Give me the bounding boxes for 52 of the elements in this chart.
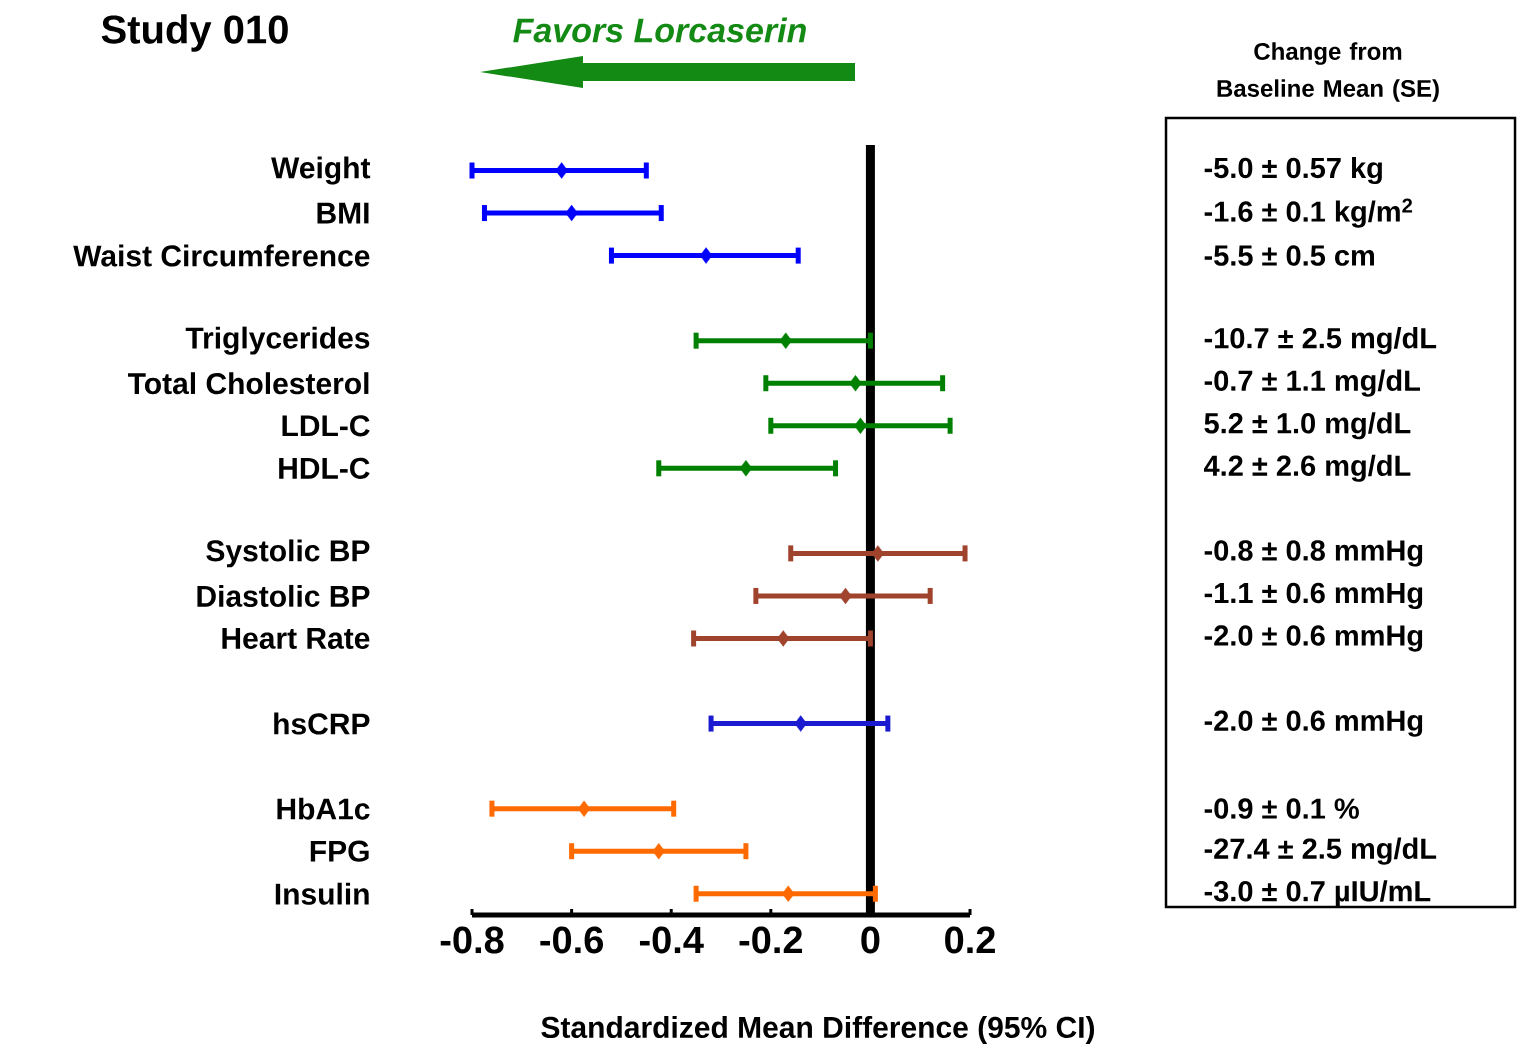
text: -5.0 ± 0.57 kg [1204, 156, 1382, 185]
text: -0.7 ± 1.1 mg/dL [1204, 369, 1420, 397]
y-tick-label: LDL-C [282, 415, 370, 437]
point [652, 842, 665, 860]
point [779, 332, 792, 349]
x-tick-label: -0.2 [739, 926, 803, 954]
x-tick-label: 0 [861, 926, 880, 954]
point [794, 715, 807, 732]
chart-title: Study 010 [101, 14, 288, 52]
text: -3.0 ± 0.7 µIU/mL [1204, 880, 1431, 908]
point [577, 800, 591, 817]
y-tick-label: FPG [310, 840, 369, 862]
text: -1.6 ± 0.1 kg/m$^{2}$ [1204, 198, 1413, 228]
point [739, 460, 753, 477]
y-tick-label: Diastolic BP [197, 584, 370, 607]
text: 5.2 ± 1.0 mg/dL [1204, 412, 1411, 440]
point [777, 630, 790, 647]
point [782, 885, 795, 902]
point [555, 162, 568, 179]
x-tick-label: -0.4 [639, 926, 704, 954]
y-tick-label: HDL-C [279, 457, 370, 479]
point [565, 204, 578, 222]
y-tick-label: Waist Circumference [73, 244, 370, 267]
y-tick-label: hsCRP [274, 712, 370, 735]
text: 4.2 ± 2.6 mg/dL [1203, 454, 1411, 482]
x-tick-label: -0.6 [540, 926, 603, 954]
text: Change from Baseline Mean (SE) [1217, 42, 1439, 102]
text: -2.0 ± 0.6 mmHg [1204, 625, 1423, 652]
x-tick-label: -0.8 [440, 926, 504, 954]
text: -5.5 ± 0.5 cm [1204, 245, 1374, 266]
y-tick-label: Weight [271, 156, 371, 185]
text: -27.4 ± 2.5 mg/dL [1204, 837, 1437, 865]
point [871, 545, 885, 562]
point [699, 247, 713, 264]
y-tick-label: Insulin [275, 882, 369, 905]
text: -0.9 ± 0.1 % [1204, 798, 1359, 819]
y-tick-label: BMI [317, 202, 369, 224]
text: -1.1 ± 0.6 mmHg [1204, 582, 1423, 610]
x-tick-label: 0.2 [945, 926, 995, 954]
y-tick-label: Total Cholesterol [128, 372, 369, 395]
text: -10.7 ± 2.5 mg/dL [1204, 327, 1437, 355]
y-tick-label: Heart Rate [222, 628, 370, 649]
point [839, 587, 852, 605]
point [849, 375, 862, 392]
x-axis-title: Standardized Mean Difference (95% CI) [541, 1016, 1095, 1044]
y-tick-label: HbA1c [277, 797, 370, 820]
text: -0.8 ± 0.8 mmHg [1204, 540, 1423, 567]
y-tick-label: Systolic BP [206, 539, 370, 568]
y-tick-label: Triglycerides [185, 326, 370, 355]
text: Favors Lorcaserin [513, 17, 806, 43]
point [854, 417, 867, 434]
text: -2.0 ± 0.6 mmHg [1204, 710, 1423, 737]
